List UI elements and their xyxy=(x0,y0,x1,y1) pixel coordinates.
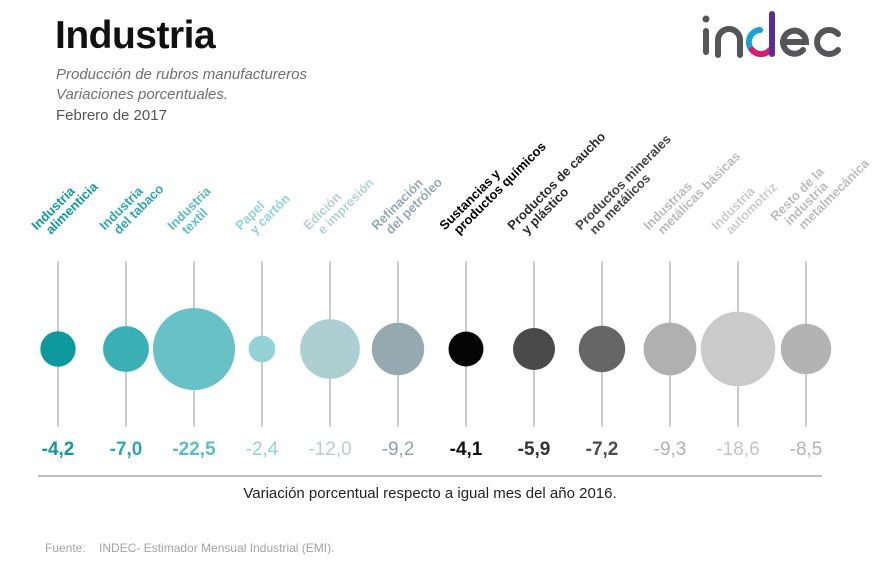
bubble xyxy=(700,311,776,387)
category-label: Resto de laindustriametalmecánica xyxy=(767,137,872,242)
bubble xyxy=(578,325,626,373)
bubble xyxy=(448,331,484,367)
subtitle-line-1: Producción de rubros manufactureros xyxy=(56,66,307,83)
bubble xyxy=(780,323,832,375)
value-label: -4,2 xyxy=(42,439,75,460)
value-label: -4,1 xyxy=(450,439,483,460)
category-group: -12,0 Edicióne impresión xyxy=(300,166,377,460)
source-text: INDEC- Estimador Mensual Industrial (EMI… xyxy=(99,541,335,555)
category-group: -22,5 Industriatextil xyxy=(153,183,235,460)
category-label: Edicióne impresión xyxy=(300,166,376,242)
logo-c xyxy=(814,27,841,57)
value-label: -5,9 xyxy=(518,439,551,460)
category-label: Industriaalimenticia xyxy=(28,169,101,242)
value-label: -7,0 xyxy=(110,439,143,460)
bubble xyxy=(643,322,697,376)
page-title: Industria xyxy=(55,14,216,57)
axis-baseline xyxy=(38,475,822,477)
bubble xyxy=(103,326,149,372)
indec-logo xyxy=(700,8,850,64)
logo-d-bowl-magenta xyxy=(749,47,773,58)
source-note: Fuente: INDEC- Estimador Mensual Industr… xyxy=(45,541,344,555)
value-label: -12,0 xyxy=(308,439,351,460)
bubble xyxy=(371,322,425,376)
bubble xyxy=(248,335,276,363)
source-label: Fuente: xyxy=(45,541,86,555)
value-label: -18,6 xyxy=(716,439,759,460)
category-group: -9,2 Refinacióndel petróleo xyxy=(368,165,445,460)
bubble xyxy=(300,319,360,379)
category-group: -7,0 Industriadel tabaco xyxy=(96,172,166,460)
bubble-chart: -4,2 Industriaalimenticia -7,0 Industriadel… xyxy=(28,129,872,460)
value-label: -7,2 xyxy=(586,439,619,460)
value-label: -22,5 xyxy=(172,439,216,460)
logo-e xyxy=(780,27,810,57)
category-group: -2,4 Papely cartón xyxy=(232,182,293,460)
value-label: -8,5 xyxy=(790,439,823,460)
value-label: -2,4 xyxy=(246,439,279,460)
bubble xyxy=(513,328,555,370)
category-group: -8,5 Resto de laindustriametalmecánica xyxy=(767,137,872,460)
category-label: Industriatextil xyxy=(164,183,223,242)
bubble xyxy=(40,331,76,367)
value-label: -9,3 xyxy=(654,439,687,460)
period-date: Febrero de 2017 xyxy=(56,107,167,124)
logo-i-stem xyxy=(703,28,709,55)
category-label: Industriadel tabaco xyxy=(96,172,166,242)
logo-n xyxy=(715,26,743,58)
logo-i-dot xyxy=(702,15,710,23)
category-group: -4,2 Industriaalimenticia xyxy=(28,169,101,460)
category-label: Papely cartón xyxy=(232,182,293,243)
indec-logo-mark xyxy=(702,11,841,58)
subtitle-line-2: Variaciones porcentuales. xyxy=(56,86,229,103)
value-label: -9,2 xyxy=(382,439,415,460)
bubble xyxy=(153,308,235,390)
chart-caption: Variación porcentual respecto a igual me… xyxy=(243,485,617,502)
category-label: Refinacióndel petróleo xyxy=(368,165,445,242)
